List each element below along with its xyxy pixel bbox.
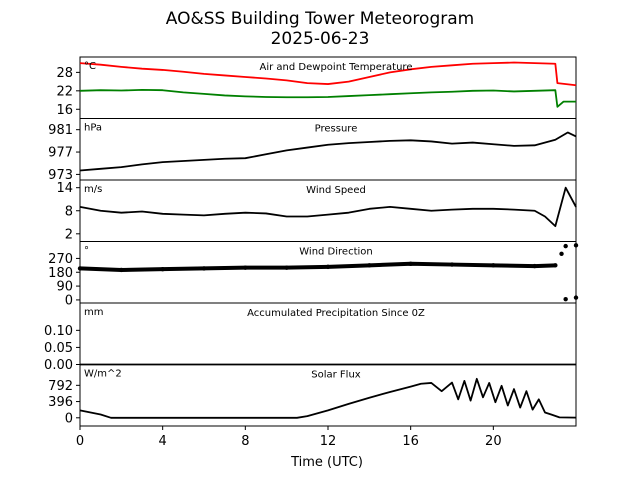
x-tick-label: 8 [241,434,249,449]
y-tick-label: 0 [65,411,73,426]
y-tick-label: 0 [65,293,73,308]
x-axis: 0 4 8 12 16 20 [76,426,502,449]
y-tick-label: 90 [56,280,73,295]
data-point [559,251,564,256]
series-line-1 [79,89,576,108]
panel-0: 16 22 28 °C Air and Dewpoint Temperature [56,56,577,119]
panel-unit: hPa [84,123,102,134]
panel-title: Wind Speed [306,185,366,196]
wind-direction-band [79,261,556,272]
panel-unit: m/s [84,184,102,195]
series-line-0 [79,377,577,419]
series-line-0 [79,186,577,228]
panel-unit: W/m^2 [84,369,122,380]
panel-title: Wind Direction [299,247,373,258]
data-point [563,243,568,249]
y-tick-label: 396 [48,395,73,410]
x-tick-label: 12 [320,434,337,449]
panel-unit: °C [84,61,96,72]
panel-title: Air and Dewpoint Temperature [260,62,413,73]
panel-1: 973 977 981 hPa Pressure [48,118,577,183]
y-tick-label: 2 [65,227,73,242]
panel-4: 0.00 0.05 0.10 mm Accumulated Precipitation … [44,302,577,373]
x-tick-label: 16 [402,434,419,449]
y-tick-label: 16 [56,103,73,118]
data-point [573,243,579,248]
y-tick-label: 22 [56,84,73,99]
data-point [563,296,568,302]
series-line-0 [79,61,577,87]
x-tick-label: 0 [76,434,84,449]
y-tick-label: 977 [48,146,73,161]
y-tick-label: 28 [56,66,73,81]
series-line-0 [79,131,577,172]
x-axis-label: Time (UTC) [290,455,363,470]
x-tick-label: 20 [485,434,502,449]
panel-unit: ° [84,246,89,257]
y-tick-label: 270 [48,252,73,267]
panel-unit: mm [84,307,103,318]
y-tick-label: 973 [48,168,73,183]
panel-title: Solar Flux [311,370,361,381]
y-tick-label: 8 [65,204,73,219]
figure-date: 2025-06-23 [271,29,370,49]
panel-2: 2 8 14 m/s Wind Speed [56,179,577,242]
y-tick-label: 0.10 [44,324,73,339]
panel-title: Pressure [315,124,358,135]
x-tick-label: 4 [159,434,167,449]
y-tick-label: 14 [56,181,73,196]
y-tick-label: 0.00 [44,358,73,373]
figure-title: AO&SS Building Tower Meteorogram [166,9,474,29]
panel-title: Accumulated Precipitation Since 0Z [247,308,425,319]
y-tick-label: 0.05 [44,341,73,356]
data-point [573,295,579,300]
y-tick-label: 180 [48,266,73,281]
y-tick-label: 981 [48,123,73,138]
y-tick-label: 792 [48,379,73,394]
